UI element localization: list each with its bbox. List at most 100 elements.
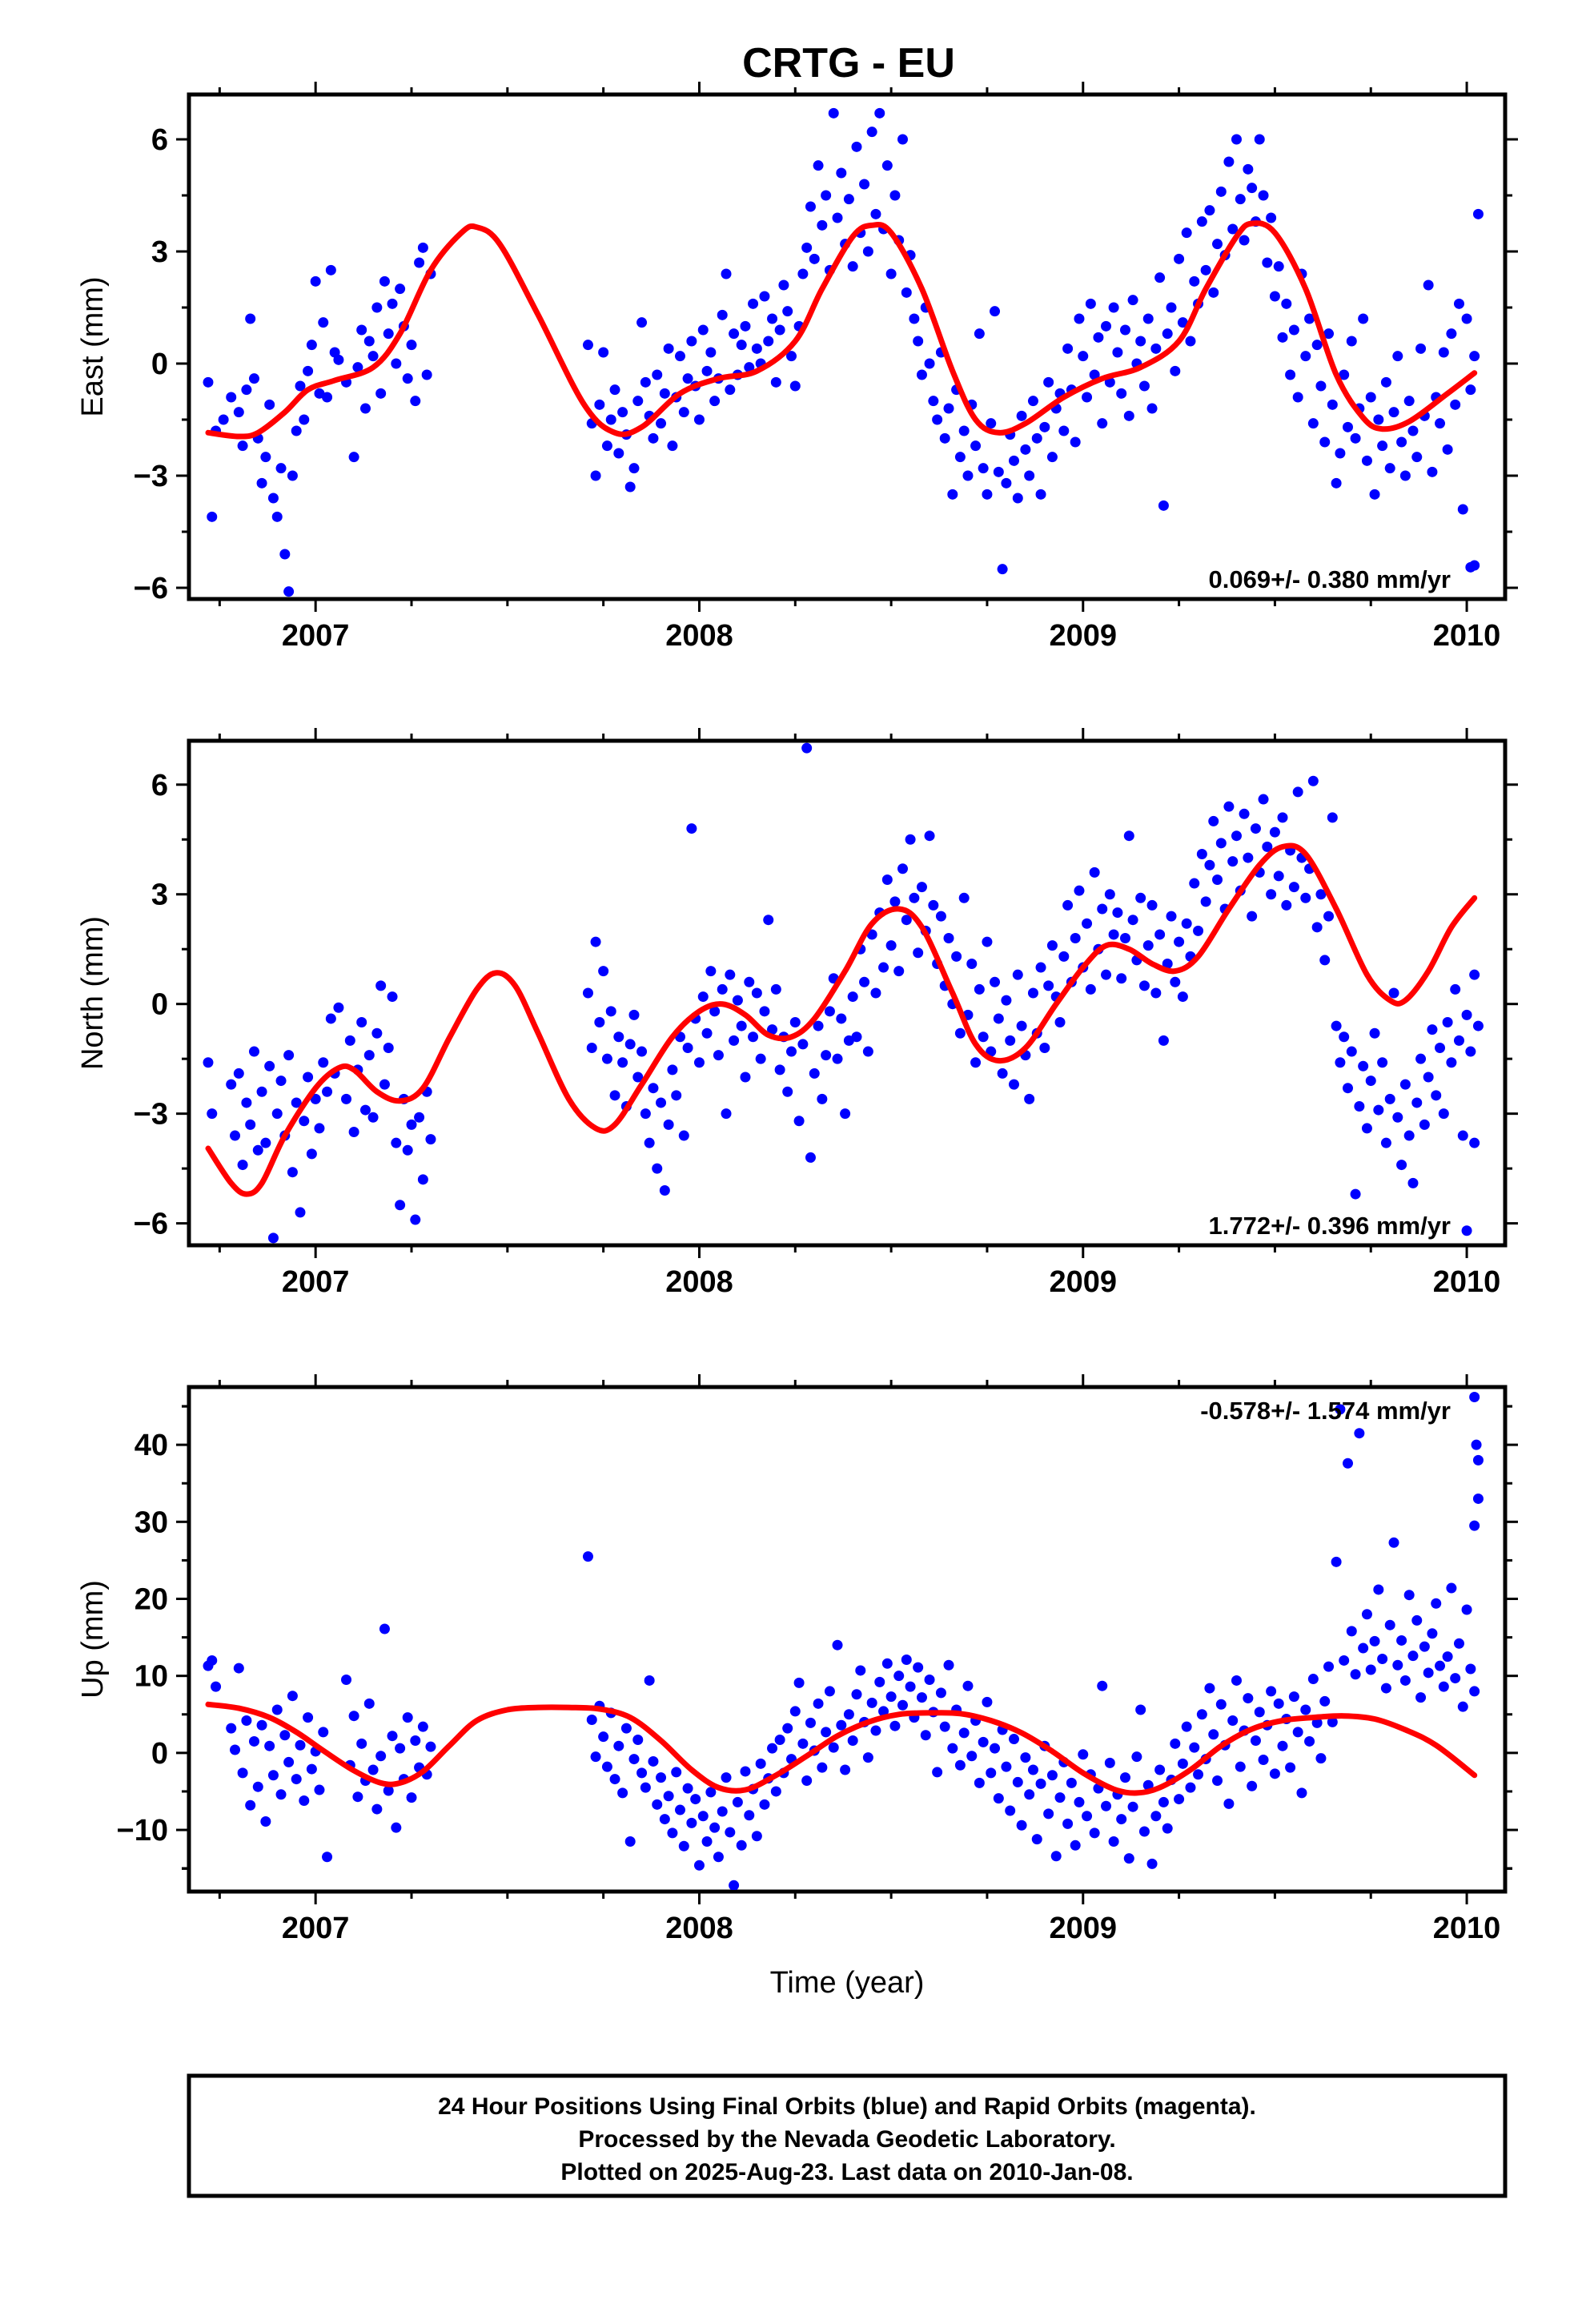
data-point [203,1057,214,1068]
data-point [1243,1693,1254,1704]
data-point [291,1774,302,1785]
data-point [598,347,609,358]
data-point [1123,830,1134,842]
data-point [245,1119,256,1130]
panel-up: 2007 2008 2009 2010 −10 0 10 20 30 40 Up (mm) -0.57… [76,1374,1518,1945]
data-point [303,1072,314,1083]
data-point [759,291,770,302]
data-point [237,440,248,452]
data-point [709,1006,721,1017]
data-point [230,1130,241,1141]
data-point [1339,369,1350,380]
data-point [1135,336,1146,347]
data-point [1223,1798,1235,1809]
data-point [1392,1659,1403,1671]
data-point [344,1035,355,1046]
data-point [817,219,828,231]
data-point [348,1711,359,1722]
data-point [636,1767,648,1779]
data-point [1001,1761,1012,1772]
data-point [1431,1598,1442,1609]
data-point [836,1013,847,1024]
data-point [1208,815,1219,826]
y-tick-label: −10 [117,1814,168,1848]
data-point [1039,421,1050,432]
data-point [1082,392,1093,403]
data-point [1146,403,1158,414]
data-point [954,1759,966,1771]
data-point [1273,1698,1284,1709]
data-point [1339,1031,1350,1043]
data-point [659,1814,670,1825]
data-point [943,403,954,414]
data-point [299,1795,310,1807]
data-point [859,976,870,987]
data-point [1212,239,1223,250]
data-point [1231,134,1242,145]
data-point [1469,1520,1480,1531]
data-point [1127,295,1138,306]
data-point [1469,1686,1480,1697]
data-point [1189,878,1200,889]
data-point [1335,448,1346,459]
data-point [767,1743,778,1754]
data-point [686,823,697,834]
data-point [1074,885,1085,896]
data-point [1177,1758,1188,1769]
data-point [648,1083,659,1094]
data-point [1166,911,1177,922]
data-point [1273,261,1284,272]
data-point [1396,1160,1407,1171]
data-point [1170,365,1181,376]
data-point [271,1108,283,1120]
data-point [233,1068,244,1079]
data-point [997,1068,1008,1079]
data-point [1235,194,1246,205]
data-point [283,586,295,597]
data-point [379,275,390,287]
data-point [211,1681,222,1692]
data-point [1112,347,1123,358]
data-point [732,995,743,1006]
data-point [1074,313,1085,324]
data-point [939,432,950,444]
data-point [590,1751,601,1763]
data-point [379,1623,390,1634]
data-point [1043,980,1054,991]
data-point [1243,163,1254,175]
data-point [659,388,670,399]
y-tick-label: 20 [135,1583,168,1617]
data-point [1031,1834,1042,1845]
data-point [1008,455,1019,466]
data-point [1070,1839,1081,1851]
data-point [870,987,881,999]
data-point [824,1006,835,1017]
data-point [821,1727,832,1738]
data-point [1200,896,1211,907]
data-point [751,987,762,999]
data-point [256,477,267,489]
data-point [1097,1680,1108,1691]
data-point [1154,929,1166,940]
data-point [1442,1651,1453,1663]
data-point [1315,889,1327,900]
data-point [391,1137,402,1148]
data-point [725,969,736,980]
data-point [383,1042,394,1053]
data-point [1223,156,1235,167]
data-point [713,1852,724,1863]
data-point [1331,1020,1342,1031]
data-point [970,440,982,452]
data-point [1415,1692,1427,1703]
data-point [1066,1777,1077,1788]
y-axis-label-east: East (mm) [76,276,110,416]
data-point [832,212,843,223]
data-point [279,549,291,560]
data-point [686,1817,697,1828]
data-point [732,1796,743,1807]
data-point [725,384,736,396]
data-point [348,1126,359,1137]
x-tick-label: 2010 [1433,1265,1501,1299]
data-point [789,1706,801,1717]
data-point [1392,1112,1403,1123]
